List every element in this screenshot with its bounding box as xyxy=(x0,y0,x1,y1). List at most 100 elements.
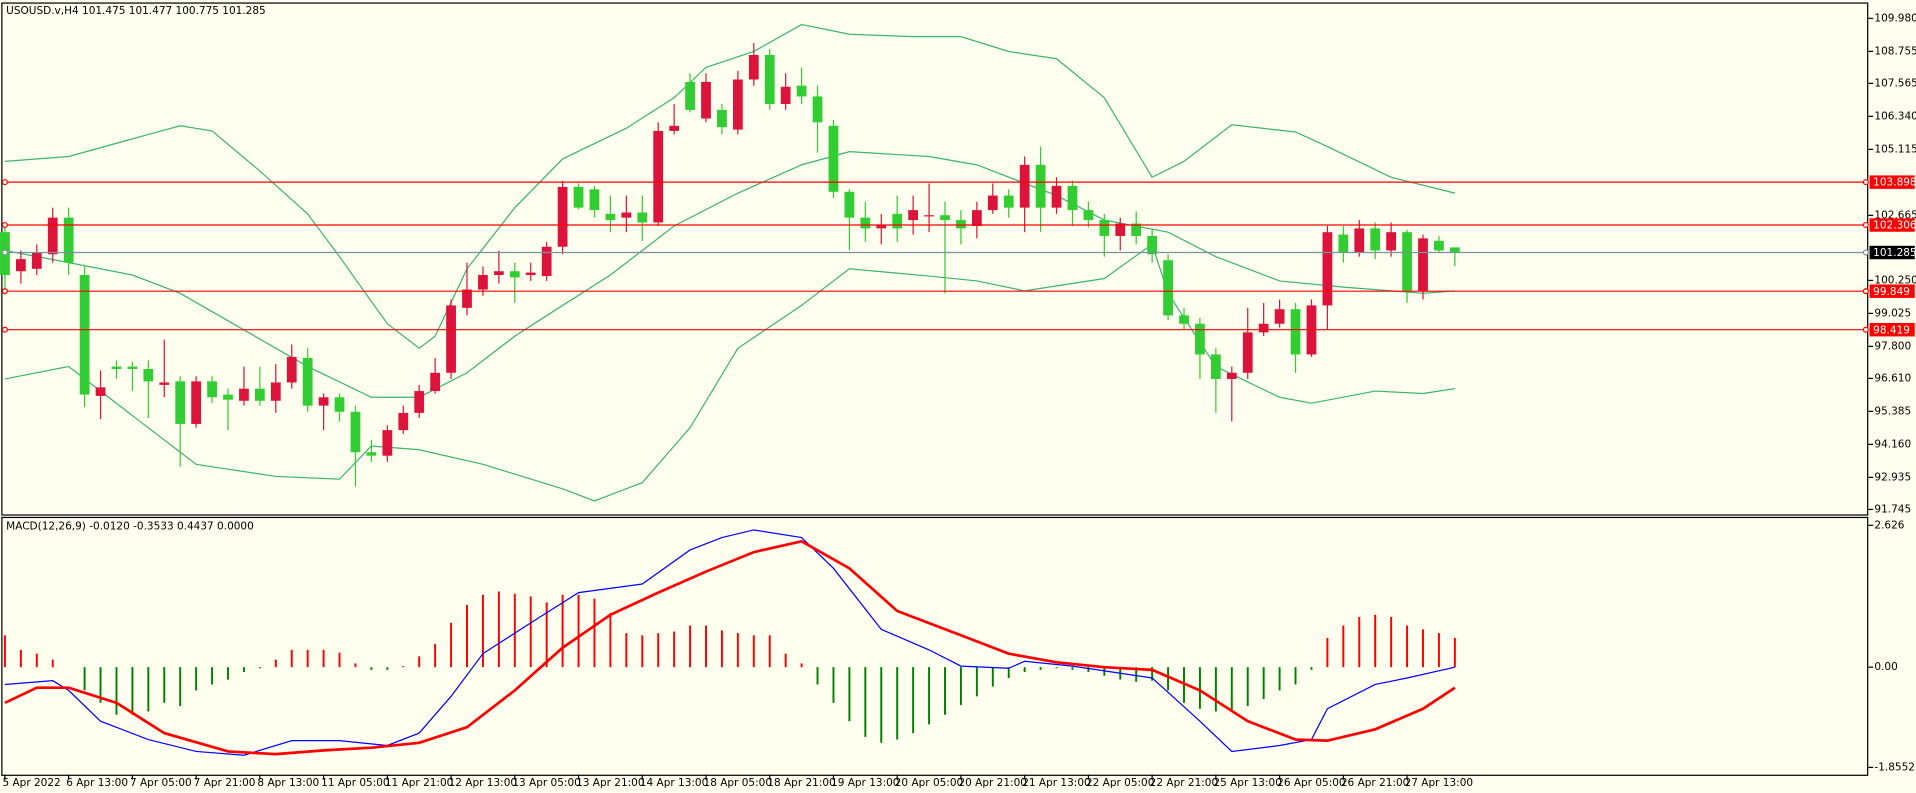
x-tick-label: 13 Apr 21:00 xyxy=(576,777,644,789)
candle-body xyxy=(446,305,456,373)
candle-body xyxy=(717,109,727,128)
candle-body xyxy=(1067,185,1078,211)
x-tick-label: 7 Apr 05:00 xyxy=(130,777,192,789)
level-anchor xyxy=(1,288,8,295)
candle-body xyxy=(1051,185,1062,208)
level-anchor xyxy=(1862,179,1869,186)
level-label-bg xyxy=(1869,175,1915,189)
candle-body xyxy=(414,391,425,413)
level-label-bg xyxy=(1869,218,1915,232)
candle-body xyxy=(1274,309,1285,324)
y-tick-label: 94.160 xyxy=(1874,438,1911,450)
candle-body xyxy=(239,388,249,401)
candle-body xyxy=(334,397,345,412)
candle-body xyxy=(286,356,297,383)
candle-body xyxy=(812,96,823,123)
candle-body xyxy=(860,217,871,229)
candle-body xyxy=(764,54,775,104)
candle-body xyxy=(318,397,329,406)
candle-body xyxy=(302,357,313,406)
candle-body xyxy=(1386,232,1397,251)
x-tick-label: 20 Apr 05:00 xyxy=(895,777,963,789)
candle-body xyxy=(732,79,743,130)
candle-body xyxy=(95,387,106,396)
indicator-line xyxy=(4,243,1455,502)
level-anchor xyxy=(1862,288,1869,295)
candle-body xyxy=(1418,238,1428,291)
candle-body xyxy=(1290,309,1301,355)
y-tick-label: -1.8552 xyxy=(1874,761,1915,773)
candle-body xyxy=(1179,315,1189,324)
candle-body xyxy=(1019,164,1030,208)
y-tick-label: 107.565 xyxy=(1874,77,1916,89)
candle-body xyxy=(1449,247,1460,253)
candle-body xyxy=(1035,164,1046,208)
candle-body xyxy=(1115,223,1126,236)
level-label-bg xyxy=(1869,322,1915,337)
candle-body xyxy=(1226,372,1237,379)
candle-body xyxy=(971,210,982,226)
candle-body xyxy=(462,289,472,308)
candle-body xyxy=(63,217,74,263)
candle-body xyxy=(1083,210,1094,221)
candle-body xyxy=(79,274,90,395)
candle-body xyxy=(1322,232,1333,306)
candle-body xyxy=(653,130,664,223)
candle-body xyxy=(828,125,839,192)
candle-body xyxy=(637,212,648,223)
candle-body xyxy=(398,412,409,431)
level-label-bg xyxy=(1869,245,1915,260)
level-anchor xyxy=(1862,249,1869,256)
level-anchor xyxy=(1,179,8,186)
candle-body xyxy=(1338,234,1349,253)
candle-body xyxy=(1242,332,1253,373)
candle-body xyxy=(876,224,887,229)
level-label: 101.285 xyxy=(1873,247,1916,259)
x-tick-label: 13 Apr 05:00 xyxy=(512,777,580,789)
chart-title: USOUSD.v,H4 101.475 101.477 100.775 101.… xyxy=(6,5,266,17)
indicator-line xyxy=(4,539,1456,756)
candle-body xyxy=(191,381,202,424)
x-tick-label: 11 Apr 05:00 xyxy=(321,777,389,789)
candle-body xyxy=(892,213,903,229)
level-anchor xyxy=(1,326,8,333)
candle-body xyxy=(796,85,807,97)
candle-body xyxy=(605,213,616,221)
x-tick-label: 26 Apr 21:00 xyxy=(1341,777,1409,789)
indicator-line xyxy=(4,529,1455,756)
candle-body xyxy=(1099,220,1110,236)
candle-body xyxy=(685,81,695,110)
y-tick-label: 100.250 xyxy=(1874,274,1916,286)
y-tick-label: 2.626 xyxy=(1874,519,1904,531)
candle-body xyxy=(1370,228,1381,251)
level-label: 102.306 xyxy=(1873,220,1916,232)
y-tick-label: 105.115 xyxy=(1874,143,1916,155)
candle-body xyxy=(1258,323,1269,333)
x-tick-label: 26 Apr 05:00 xyxy=(1277,777,1345,789)
level-anchor xyxy=(1862,326,1869,333)
candle-body xyxy=(557,186,568,247)
candle-body xyxy=(350,411,361,453)
x-tick-label: 19 Apr 13:00 xyxy=(831,777,899,789)
candle-body xyxy=(589,189,600,211)
candle-body xyxy=(31,252,42,269)
candle-body xyxy=(956,220,966,229)
candle-body xyxy=(525,272,536,275)
x-tick-label: 7 Apr 21:00 xyxy=(194,777,256,789)
candle-body xyxy=(1195,323,1205,355)
candle-body xyxy=(175,381,186,424)
candle-body xyxy=(159,382,170,385)
candle-body xyxy=(1147,235,1158,255)
x-tick-label: 11 Apr 21:00 xyxy=(385,777,453,789)
candle-body xyxy=(573,186,584,208)
candle-body xyxy=(1131,223,1142,236)
y-tick-label: 92.935 xyxy=(1874,471,1911,483)
level-label: 98.419 xyxy=(1873,324,1910,336)
candle-body xyxy=(987,195,998,211)
candle-body xyxy=(748,54,759,80)
candle-body xyxy=(430,372,441,392)
x-tick-label: 14 Apr 13:00 xyxy=(640,777,708,789)
